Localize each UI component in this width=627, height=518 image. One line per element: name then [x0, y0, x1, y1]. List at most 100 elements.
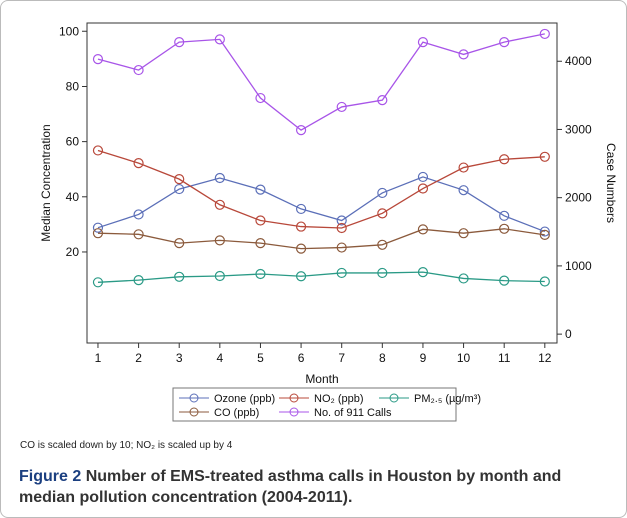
point: [174, 183, 185, 195]
x-tick-label: 4: [216, 351, 223, 365]
point: [133, 64, 144, 76]
point: [377, 95, 388, 106]
point: [174, 37, 185, 48]
point: [499, 223, 510, 234]
legend-marker: [189, 407, 199, 417]
series-line: [97, 33, 545, 131]
point: [377, 267, 388, 279]
point: [92, 222, 104, 233]
legend-box: [172, 387, 457, 422]
x-tick-label: 1: [95, 351, 102, 365]
x-axis-label: Month: [305, 372, 338, 386]
y2-tick-label: 4000: [565, 54, 592, 68]
point: [255, 92, 266, 104]
caption: Figure 2 Number of EMS-treated asthma ca…: [19, 466, 614, 508]
legend-label: Ozone (ppb): [214, 393, 275, 405]
x-tick-label: 8: [379, 351, 386, 365]
point: [255, 268, 266, 280]
point: [336, 101, 347, 113]
point: [417, 37, 429, 48]
point: [499, 37, 510, 48]
point: [295, 125, 307, 136]
point: [499, 210, 510, 221]
y-tick-label: 100: [59, 24, 79, 38]
y-tick-label: 60: [66, 135, 80, 149]
x-tick-label: 2: [135, 351, 142, 365]
point: [458, 49, 469, 60]
point: [539, 276, 550, 287]
point: [336, 215, 347, 226]
point: [417, 267, 429, 278]
point: [336, 267, 347, 279]
point: [458, 273, 469, 284]
point: [377, 208, 388, 219]
x-tick-label: 10: [457, 351, 471, 365]
y-tick-label: 80: [66, 79, 80, 93]
x-tick-label: 9: [420, 351, 427, 365]
point: [133, 275, 144, 286]
x-tick-label: 11: [498, 351, 511, 365]
point: [174, 174, 185, 185]
x-tick-label: 12: [538, 351, 552, 365]
point: [458, 185, 469, 196]
y-tick-label: 40: [66, 190, 80, 204]
legend-marker: [289, 407, 299, 417]
series-line: [97, 176, 546, 233]
point: [174, 271, 185, 282]
point: [377, 239, 388, 250]
point: [417, 224, 429, 235]
y2-tick-label: 2000: [565, 191, 592, 205]
legend-marker: [289, 393, 299, 403]
series-line: [97, 271, 545, 283]
x-tick-label: 7: [338, 351, 345, 365]
point: [92, 145, 104, 156]
caption-label: Figure 2: [19, 468, 82, 485]
point: [458, 228, 469, 239]
point: [214, 199, 225, 210]
point: [214, 172, 225, 184]
point: [92, 54, 104, 65]
legend-marker: [189, 393, 199, 403]
point: [214, 34, 225, 45]
point: [214, 235, 225, 246]
point: [174, 238, 185, 249]
point: [295, 203, 307, 215]
point: [539, 151, 550, 162]
point: [417, 183, 429, 194]
legend-label: NO₂ (ppb): [314, 393, 364, 405]
point: [336, 222, 347, 234]
legend-label: CO (ppb): [214, 407, 259, 419]
x-tick-label: 6: [298, 351, 305, 365]
point: [295, 243, 307, 254]
point: [539, 28, 550, 40]
point: [92, 228, 104, 239]
point: [417, 171, 429, 183]
point: [295, 271, 307, 282]
point: [458, 162, 469, 173]
point: [255, 184, 266, 195]
point: [539, 229, 550, 240]
series-line: [97, 149, 545, 229]
point: [336, 242, 347, 253]
y2-tick-label: 1000: [565, 259, 592, 273]
legend-marker: [389, 393, 399, 403]
caption-text: Number of EMS-treated asthma calls in Ho…: [19, 468, 562, 506]
point: [133, 158, 144, 169]
point: [133, 209, 144, 220]
point: [255, 215, 266, 226]
x-tick-label: 5: [257, 351, 264, 365]
legend-label: PM₂.₅ (µg/m³): [414, 393, 481, 405]
point: [539, 226, 550, 237]
point: [214, 270, 225, 282]
point: [133, 229, 144, 240]
y2-axis-label: Case Numbers: [604, 143, 618, 223]
point: [92, 277, 104, 288]
y-tick-label: 20: [66, 245, 80, 259]
point: [499, 154, 510, 165]
y2-tick-label: 3000: [565, 122, 592, 136]
x-tick-label: 3: [176, 351, 183, 365]
point: [295, 221, 307, 232]
y-axis-label: Median Concentration: [39, 124, 53, 241]
y2-tick-label: 0: [565, 327, 572, 341]
